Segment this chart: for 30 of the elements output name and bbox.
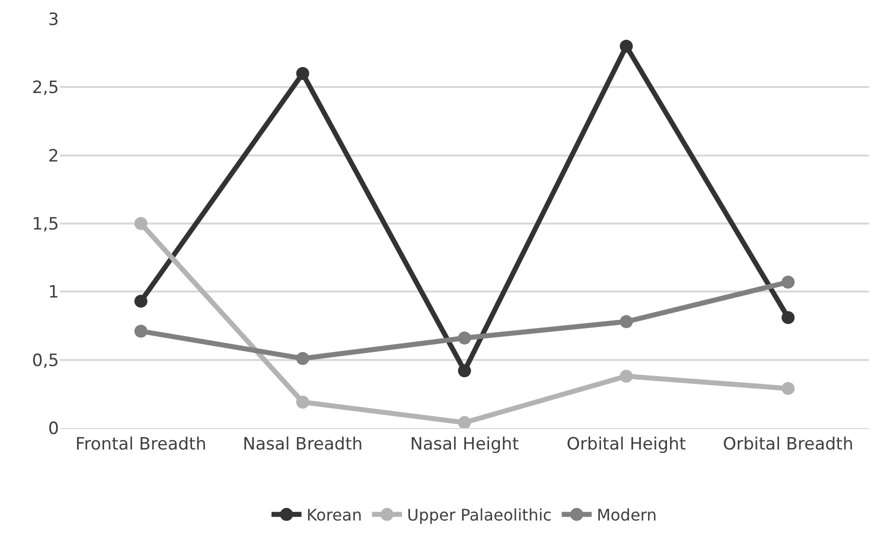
point [620, 40, 633, 53]
y-tick-label: 3 [48, 10, 59, 30]
point [458, 332, 471, 345]
x-tick-label: Frontal Breadth [75, 434, 206, 454]
point [782, 311, 795, 324]
point [620, 370, 633, 383]
point [620, 315, 633, 328]
legend-label: Upper Palaeolithic [407, 506, 552, 525]
point [458, 416, 471, 428]
y-tick-label: 0 [48, 418, 59, 439]
x-tick-label: Nasal Breadth [242, 434, 363, 454]
point [134, 294, 148, 308]
legend-label: Korean [306, 506, 362, 525]
y-tick-label: 0,5 [32, 350, 59, 371]
point [782, 276, 795, 289]
point [296, 396, 310, 409]
point [782, 382, 795, 395]
y-tick-label: 1 [48, 282, 59, 303]
y-tick-label: 1,5 [32, 214, 59, 234]
point [296, 67, 310, 80]
y-tick-label: 2 [48, 146, 59, 166]
point [296, 352, 310, 365]
legend-label: Modern [596, 506, 657, 525]
y-tick-label: 2,5 [32, 78, 59, 98]
point [458, 364, 471, 378]
x-tick-label: Orbital Height [566, 434, 686, 454]
x-tick-label: Nasal Height [410, 434, 520, 454]
x-tick-label: Orbital Breadth [722, 434, 854, 454]
point [134, 217, 148, 230]
point [134, 324, 148, 338]
